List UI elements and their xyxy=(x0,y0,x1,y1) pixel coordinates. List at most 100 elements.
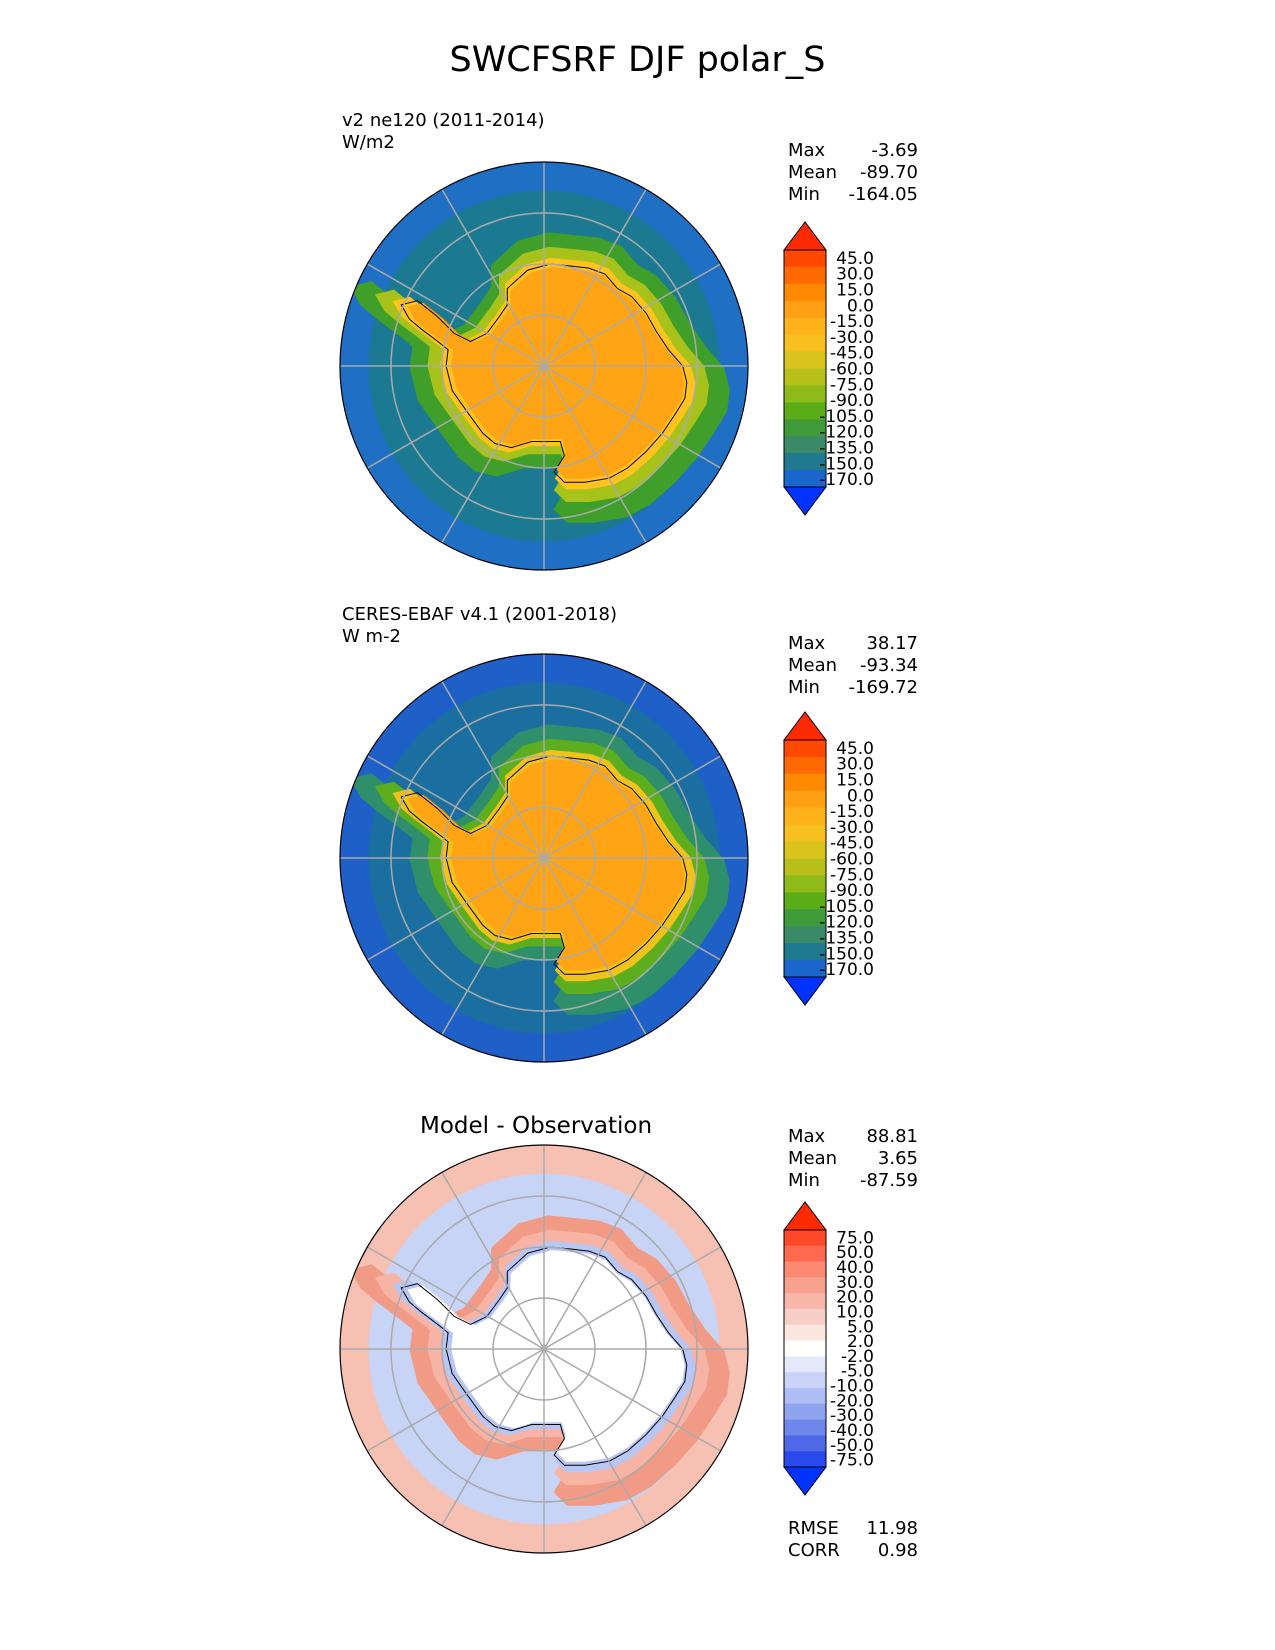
colorbar-segment xyxy=(784,1293,826,1310)
colorbar-tick-label: -170.0 xyxy=(819,470,874,490)
colorbar-segment xyxy=(784,1372,826,1389)
corr-label: CORR xyxy=(788,1540,840,1561)
min-value: -87.59 xyxy=(859,1170,918,1191)
rmse-value: 11.98 xyxy=(866,1518,918,1539)
continent-field xyxy=(407,1250,685,1462)
colorbar-tick-label: 75.0 xyxy=(836,1228,874,1248)
colorbar-tick-label: -45.0 xyxy=(830,344,874,364)
colorbar-segment xyxy=(784,1277,826,1294)
colorbar-segment xyxy=(784,824,826,843)
coastline xyxy=(400,263,688,483)
colorbar-segment xyxy=(784,773,826,792)
colorbar-segment xyxy=(784,1356,826,1373)
colorbar-tick-label: -20.0 xyxy=(830,1391,874,1411)
colorbar-segment xyxy=(784,250,826,268)
min-label: Min xyxy=(788,184,820,205)
max-label: Max xyxy=(788,633,826,654)
colorbar-tick-label: -15.0 xyxy=(830,312,874,332)
colorbar-extend-max xyxy=(783,1201,827,1231)
colorbar-tick-label: -135.0 xyxy=(819,439,874,459)
colorbar-frame xyxy=(783,1229,827,1468)
max-label: Max xyxy=(788,140,826,161)
meridian-line xyxy=(366,1246,722,1452)
colorbar-tick-label: -10.0 xyxy=(830,1377,874,1397)
colorbar-segment xyxy=(784,1230,826,1247)
mean-label: Mean xyxy=(788,1148,838,1169)
colorbar-tick-label: 45.0 xyxy=(836,739,874,759)
colorbar-segment xyxy=(784,300,826,319)
panel-1-stats: Max -3.69 Mean -89.70 Min -164.05 xyxy=(788,140,918,206)
colorbar-segment xyxy=(784,436,826,454)
colorbar-segment xyxy=(784,943,826,961)
colorbar-tick-label: -75.0 xyxy=(830,865,874,885)
max-label: Max xyxy=(788,1126,826,1147)
colorbar-tick-label: 15.0 xyxy=(836,771,874,791)
colorbar-tick-label: -45.0 xyxy=(830,834,874,854)
colorbar-extend-max xyxy=(783,711,827,741)
colorbar-segment xyxy=(784,892,826,910)
colorbar-tick-label: -30.0 xyxy=(830,818,874,838)
colorbar-segment xyxy=(784,960,826,978)
polar-map-2 xyxy=(339,653,749,1063)
colorbar-segment xyxy=(784,266,826,285)
colorbar-segment xyxy=(784,926,826,944)
colorbar-tick-label: 0.0 xyxy=(847,786,874,806)
corr-value: 0.98 xyxy=(877,1540,918,1561)
rmse-label: RMSE xyxy=(788,1518,839,1539)
colorbar-tick-label: -30.0 xyxy=(830,328,874,348)
colorbar-segment xyxy=(784,470,826,488)
colorbar-segment xyxy=(784,1388,826,1405)
min-value: -169.72 xyxy=(848,677,918,698)
continent-field xyxy=(407,267,685,479)
colorbar-tick-label: 40.0 xyxy=(836,1258,874,1278)
colorbar-tick-label: -30.0 xyxy=(830,1406,874,1426)
colorbar-tick-label: -50.0 xyxy=(830,1436,874,1456)
colorbar-segment xyxy=(784,334,826,353)
colorbar-tick-label: 10.0 xyxy=(836,1302,874,1322)
colorbar-tick-label: 5.0 xyxy=(847,1317,874,1337)
mean-value: 3.65 xyxy=(877,1148,918,1169)
colorbar-tick-label: 30.0 xyxy=(836,1273,874,1293)
colorbar-segment xyxy=(784,1261,826,1278)
colorbar-segment xyxy=(784,1451,826,1468)
colorbar-tick-label: -105.0 xyxy=(819,407,874,427)
colorbar-tick-label: -120.0 xyxy=(819,423,874,443)
colorbar-segment xyxy=(784,756,826,775)
colorbar-segment xyxy=(784,1340,826,1357)
colorbar-segment xyxy=(784,790,826,809)
panel-3-title: Model - Observation xyxy=(420,1113,653,1139)
colorbar-segment xyxy=(784,1309,826,1326)
colorbar-extend-min xyxy=(783,976,827,1006)
colorbar-tick-label: -90.0 xyxy=(830,881,874,901)
meridian-line xyxy=(366,755,722,961)
mean-value: -93.34 xyxy=(859,655,918,676)
colorbar-segment xyxy=(784,875,826,893)
colorbar-segment xyxy=(784,909,826,927)
map-boundary xyxy=(339,161,749,571)
colorbar-segment xyxy=(784,283,826,302)
colorbar-segment xyxy=(784,317,826,336)
panel-3-stats: Max 88.81 Mean 3.65 Min -87.59 xyxy=(788,1126,918,1192)
panel-1-units: W/m2 xyxy=(342,132,395,153)
colorbar-segment xyxy=(784,368,826,386)
max-value: 88.81 xyxy=(866,1126,918,1147)
figure-title: SWCFSRF DJF polar_S xyxy=(449,40,826,80)
colorbar-segment xyxy=(784,1245,826,1263)
colorbar-tick-label: -170.0 xyxy=(819,960,874,980)
max-value: -3.69 xyxy=(871,140,918,161)
map-boundary xyxy=(339,1144,749,1554)
panel-2-stats: Max 38.17 Mean -93.34 Min -169.72 xyxy=(788,633,918,699)
colorbar-segment xyxy=(784,1419,826,1436)
colorbar-extend-min xyxy=(783,1466,827,1496)
panel-2-label: CERES-EBAF v4.1 (2001-2018) xyxy=(342,604,618,625)
map-boundary xyxy=(339,653,749,1063)
colorbar-tick-label: -105.0 xyxy=(819,897,874,917)
colorbar-tick-label: 30.0 xyxy=(836,755,874,775)
panel-2-units: W m-2 xyxy=(342,626,402,647)
colorbar-1: 45.030.015.00.0-15.0-30.0-45.0-60.0-75.0… xyxy=(783,221,874,516)
min-label: Min xyxy=(788,1170,820,1191)
colorbar-tick-label: -2.0 xyxy=(841,1347,874,1367)
continent-field xyxy=(407,759,685,971)
panel-1-label: v2 ne120 (2011-2014) xyxy=(342,110,545,131)
